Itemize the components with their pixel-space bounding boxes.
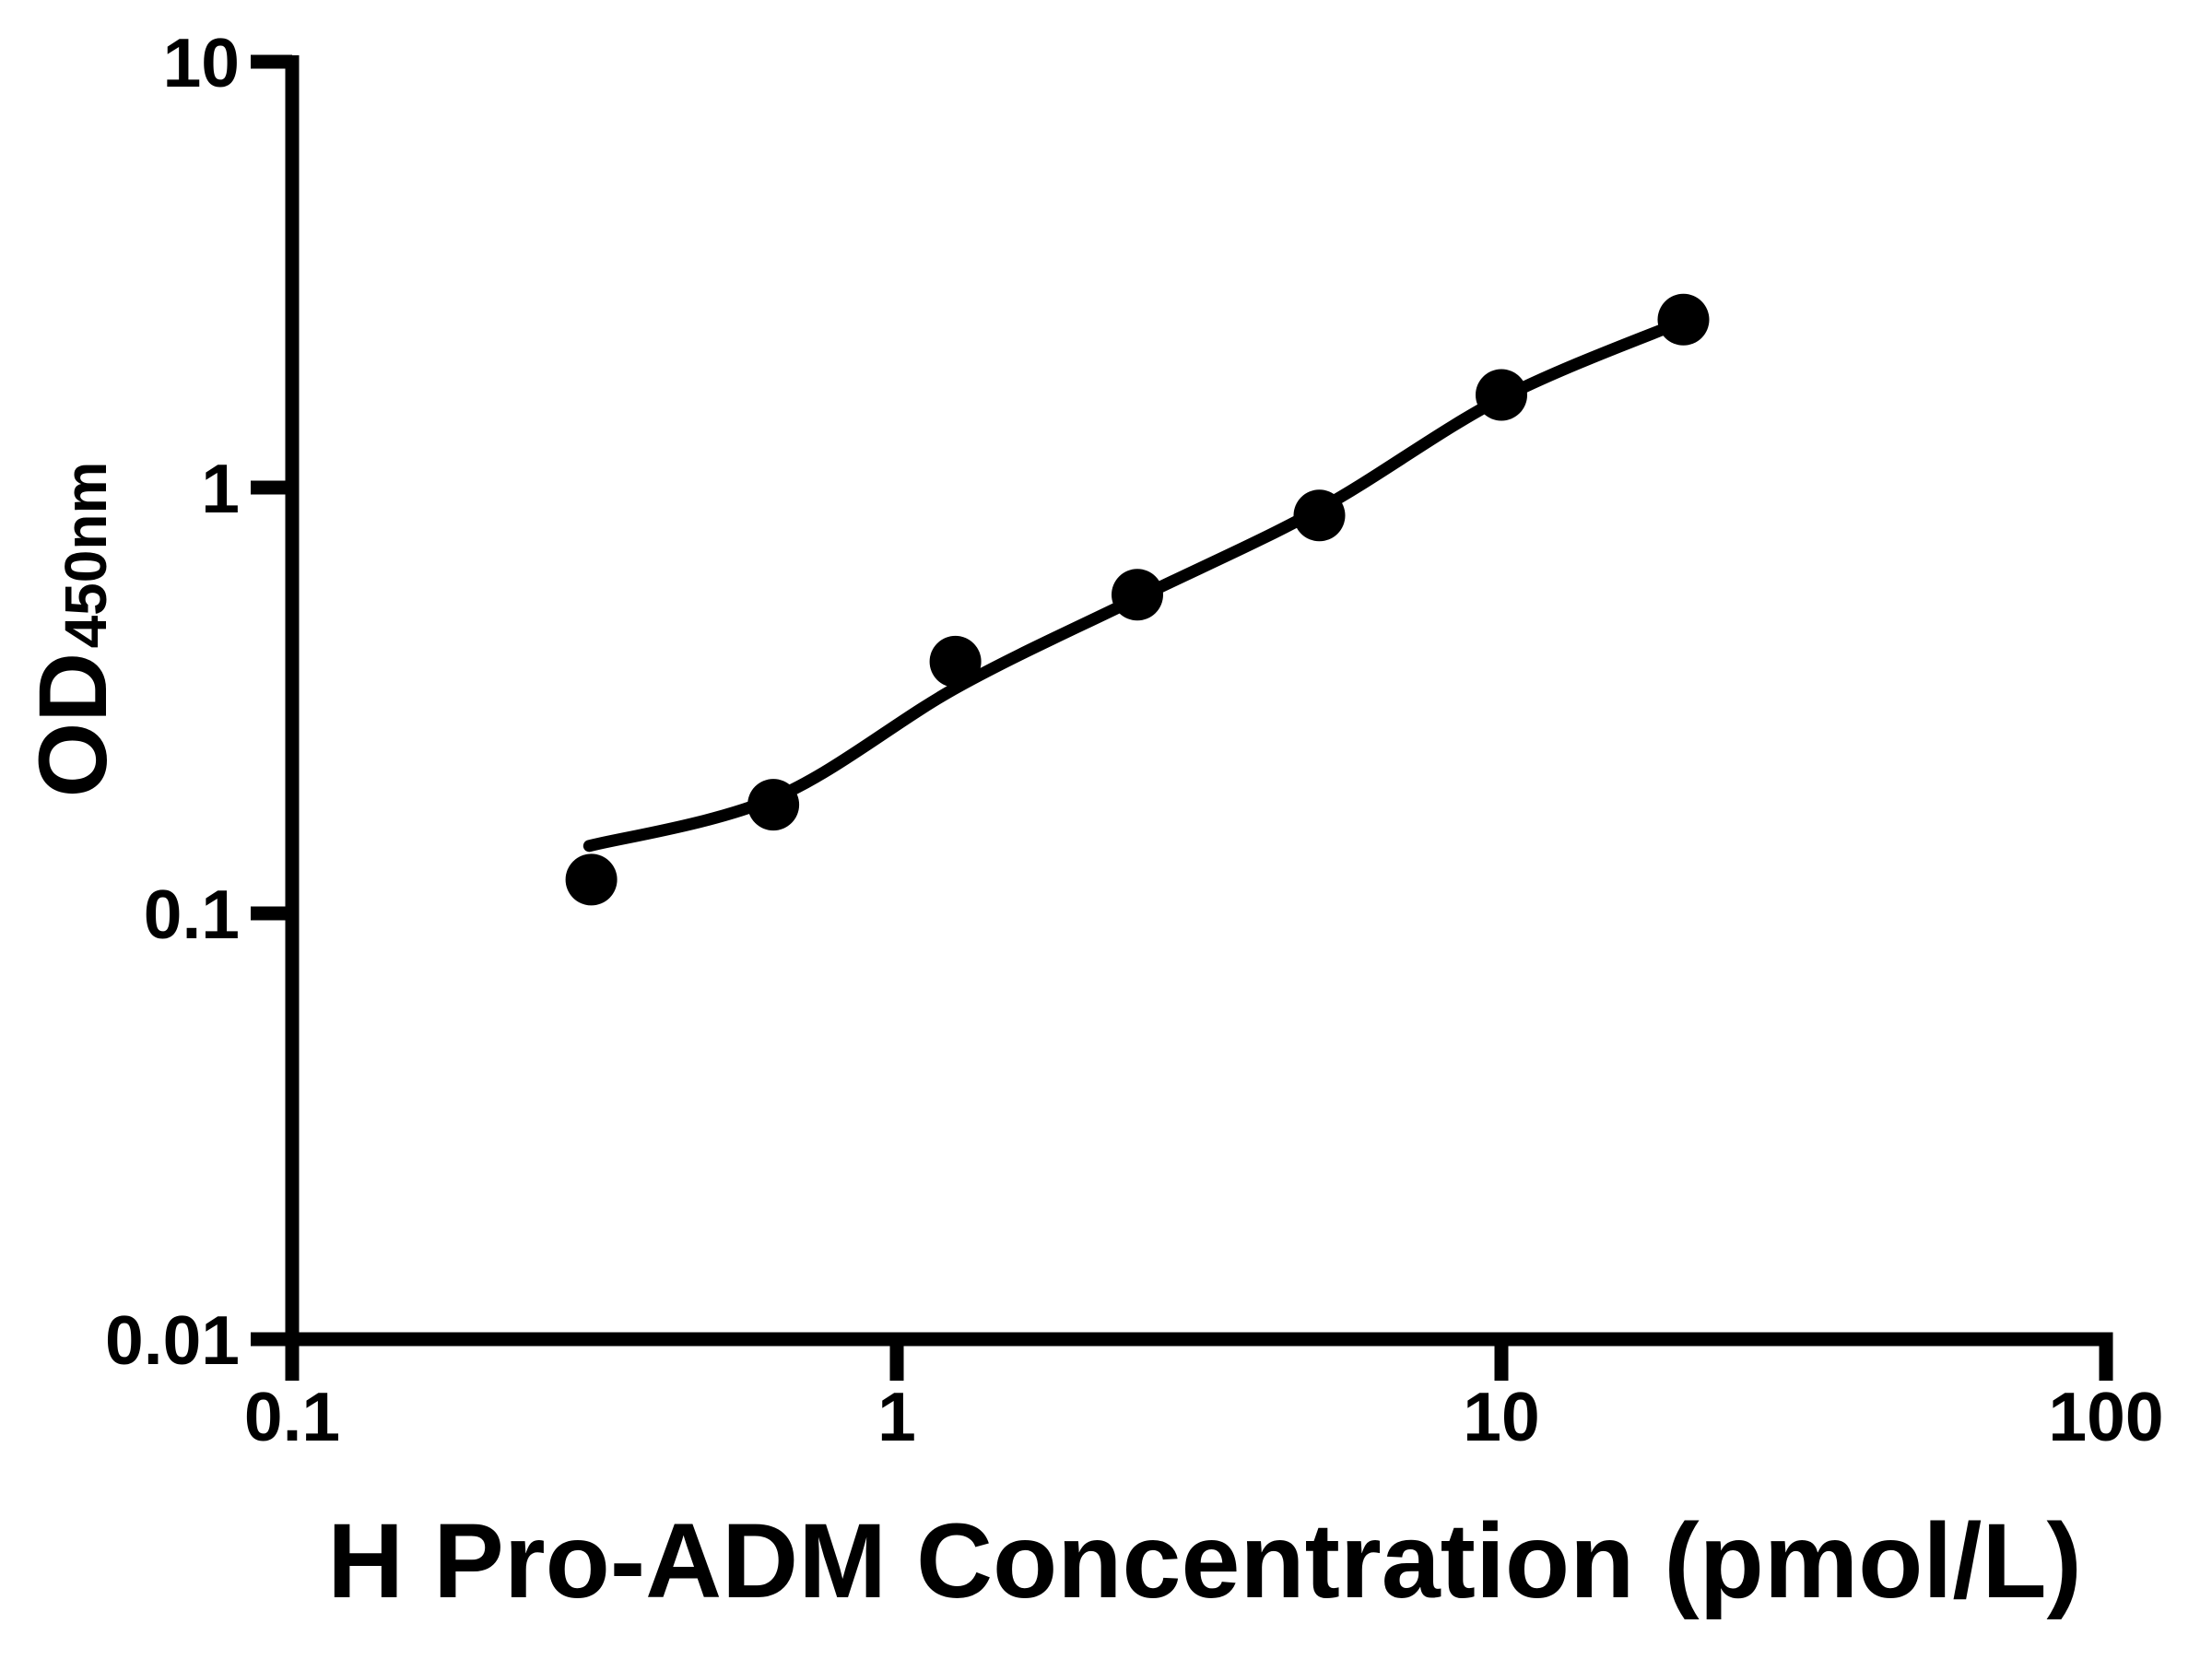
y-tick-label: 0.01 [105, 1301, 240, 1379]
y-axis-title-main: OD [19, 653, 127, 798]
x-axis-title: H Pro-ADM Concentration (pmol/L) [327, 1502, 2082, 1620]
x-tick-label: 1 [877, 1378, 916, 1455]
y-tick-label: 0.1 [144, 876, 240, 953]
x-tick-label: 0.1 [244, 1378, 340, 1455]
data-point [1476, 369, 1527, 421]
data-point [1293, 489, 1346, 542]
data-point [1657, 293, 1710, 346]
data-point [747, 779, 800, 831]
y-tick-label: 10 [163, 24, 240, 101]
axes [285, 55, 2113, 1347]
plot-area [565, 293, 1710, 906]
y-tick-label: 1 [201, 450, 240, 527]
data-point [565, 853, 618, 906]
x-tick-label: 10 [1463, 1378, 1539, 1455]
x-tick-label: 100 [2048, 1378, 2163, 1455]
y-axis-title-sub: 450nm [53, 462, 119, 649]
data-point [1112, 569, 1163, 621]
tick-marks [251, 54, 2113, 1381]
data-point [929, 635, 982, 688]
y-axis-title: OD 450nm [19, 462, 127, 798]
